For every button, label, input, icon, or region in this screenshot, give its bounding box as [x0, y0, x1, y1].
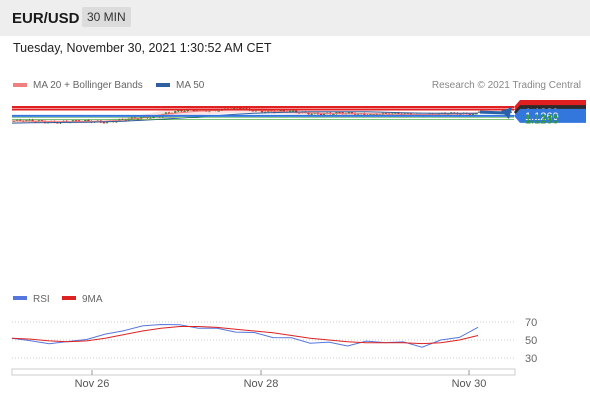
x-axis-bar — [11, 368, 516, 376]
x-axis-label: Nov 28 — [244, 378, 279, 390]
candle-body — [341, 112, 344, 114]
candle-body — [177, 110, 180, 112]
rsi-ma-line — [11, 326, 479, 345]
candle-body — [174, 111, 177, 114]
candle-body — [183, 111, 186, 113]
legend-ma50: MA 50 — [156, 80, 204, 91]
rsi-swatch — [13, 296, 27, 300]
rsi-tick-label: 30 — [525, 353, 537, 365]
forecast-arrow-head — [501, 107, 512, 119]
rsi-tick-label: 50 — [525, 335, 537, 347]
candle-body — [319, 114, 323, 116]
candle-body — [459, 114, 462, 116]
ma50-swatch — [156, 83, 170, 88]
candle-body — [350, 112, 354, 114]
rsi-legend-label: RSI — [33, 294, 50, 305]
candle-body — [310, 113, 313, 115]
ma50-line — [11, 111, 478, 124]
rsi-ma-swatch — [62, 296, 76, 300]
candle-body — [298, 112, 301, 114]
candle-body — [195, 110, 199, 112]
candle-body — [260, 110, 264, 113]
candle-body — [282, 110, 285, 112]
candle-body — [322, 113, 326, 115]
candle-body — [84, 119, 87, 122]
timestamp: Tuesday, November 30, 2021 1:30:52 AM CE… — [13, 41, 272, 55]
candle-body — [332, 113, 335, 115]
symbol-title: EUR/USD — [12, 10, 80, 27]
candle-body — [468, 114, 471, 116]
candle-body — [43, 121, 47, 123]
candle-body — [307, 112, 310, 115]
candle-body — [28, 119, 31, 121]
candle-body — [217, 110, 220, 112]
candle-body — [288, 110, 292, 113]
candle-body — [136, 118, 140, 120]
candle-body — [167, 112, 171, 114]
candle-body — [369, 113, 372, 116]
level-label-1.1230: 1.1230 — [525, 115, 559, 127]
ma20-label: MA 20 + Bollinger Bands — [33, 80, 143, 91]
candle-body — [372, 113, 375, 115]
candle-body — [74, 120, 78, 122]
legend-ma20: MA 20 + Bollinger Bands — [13, 80, 143, 91]
candle-body — [375, 113, 378, 116]
timeframe-badge[interactable]: 30 MIN — [82, 7, 131, 27]
candle-body — [164, 112, 168, 115]
candle-body — [31, 119, 34, 122]
credit-text: Research © 2021 Trading Central — [431, 80, 581, 91]
candle-body — [102, 122, 106, 124]
candle-body — [149, 117, 152, 119]
candle-body — [338, 112, 341, 114]
rsi-line — [11, 323, 479, 348]
candle-body — [397, 112, 400, 114]
candle-body — [276, 111, 279, 113]
header-bar: EUR/USD 30 MIN — [0, 0, 590, 36]
candle-body — [15, 119, 19, 121]
x-axis-label: Nov 30 — [452, 378, 487, 390]
candle-body — [279, 110, 282, 112]
level-label-1.1245: 1.1245 — [525, 113, 559, 125]
x-axis-label: Nov 26 — [75, 378, 110, 390]
rsi-ma-legend-label: 9MA — [82, 294, 103, 305]
candle-body — [394, 112, 397, 114]
candle-body — [40, 120, 44, 122]
level-label-1.1260: 1.1260 — [525, 111, 559, 123]
candle-body — [273, 111, 276, 113]
candle-body — [347, 112, 351, 114]
ma20-swatch — [13, 83, 27, 88]
candle-body — [384, 113, 388, 115]
candle-body — [471, 113, 475, 116]
rsi-tick-label: 70 — [525, 317, 537, 329]
candle-body — [251, 110, 254, 112]
candle-body — [25, 119, 28, 122]
candle-body — [291, 110, 295, 112]
level-tag-1.1260 — [514, 108, 586, 123]
candle-body — [19, 119, 22, 121]
candle-body — [180, 110, 183, 112]
candle-body — [87, 119, 90, 122]
ma50-label: MA 50 — [176, 80, 205, 91]
